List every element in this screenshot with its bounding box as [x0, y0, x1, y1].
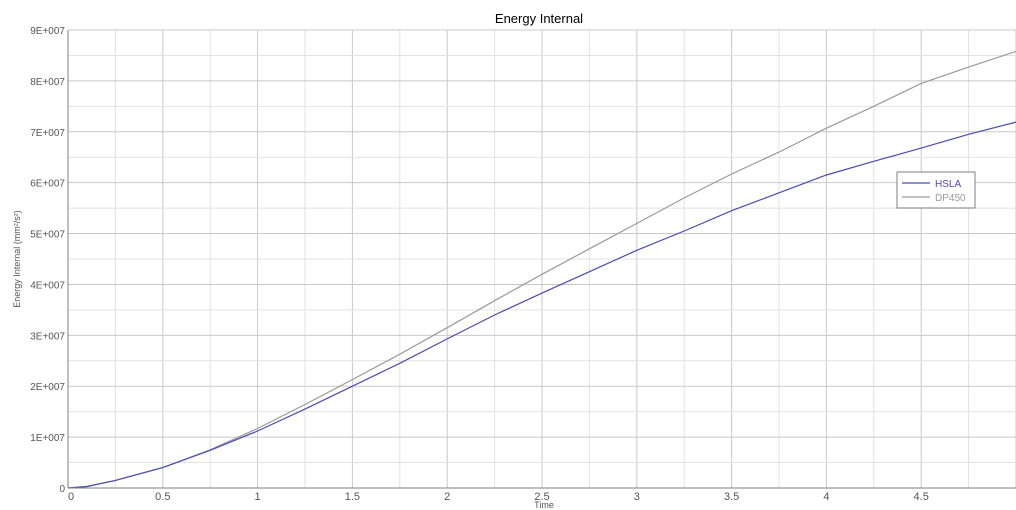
legend-label-dp450: DP450	[935, 193, 966, 204]
x-tick-label: 2.5	[534, 491, 549, 503]
axes	[67, 29, 1016, 489]
x-tick-label: 3.5	[724, 491, 739, 503]
series-layer	[67, 50, 1016, 489]
y-axis-label: Energy Internal (mm²/s²)	[12, 210, 22, 308]
legend: HSLA DP450	[896, 171, 976, 209]
y-tick-label: 2E+007	[30, 382, 65, 393]
x-axis-label: Time	[534, 500, 554, 510]
y-tick-label: 8E+007	[30, 77, 65, 88]
y-tick-label: 4E+007	[30, 280, 65, 291]
y-tick-label: 0	[59, 484, 65, 495]
x-tick-label: 0	[68, 491, 74, 503]
y-tick-label: 7E+007	[30, 128, 65, 139]
x-tick-label: 4.5	[914, 491, 929, 503]
x-tick-label: 2	[444, 491, 450, 503]
x-tick-label: 4	[823, 491, 829, 503]
y-tick-labels: 0 1E+007 2E+007 3E+007 4E+007 5E+007 6E+007 7E+…	[30, 26, 65, 495]
legend-box	[896, 171, 976, 209]
y-tick-label: 5E+007	[30, 230, 65, 241]
y-tick-label: 9E+007	[30, 26, 65, 37]
legend-label-hsla: HSLA	[935, 179, 961, 190]
chart-title: Energy Internal	[495, 11, 583, 26]
x-tick-label: 0.5	[155, 491, 170, 503]
y-tick-label: 3E+007	[30, 331, 65, 342]
y-tick-label: 6E+007	[30, 179, 65, 190]
series-line-hsla	[67, 121, 1016, 489]
x-tick-label: 3	[634, 491, 640, 503]
x-tick-labels: 0 0.5 1 1.5 2 2.5 3 3.5 4 4.5	[68, 491, 929, 503]
x-tick-label: 1.5	[345, 491, 360, 503]
x-tick-label: 1	[255, 491, 261, 503]
grid	[67, 29, 1016, 489]
y-tick-label: 1E+007	[30, 433, 65, 444]
